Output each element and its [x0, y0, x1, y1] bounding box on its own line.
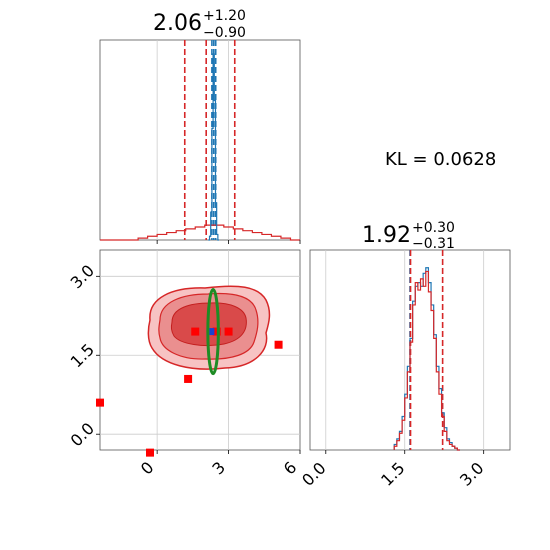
red-sample-point — [146, 448, 154, 457]
red-sample-point — [224, 327, 233, 336]
x-tick-label: 0 — [137, 458, 158, 479]
title-value: 2.06 — [153, 11, 202, 36]
title-plus: +0.30 — [412, 220, 455, 236]
red-sample-point — [212, 327, 221, 336]
hist-red — [393, 270, 460, 451]
hist-red — [100, 224, 300, 241]
kl-label: KL = 0.0628 — [385, 149, 496, 170]
title-value: 1.92 — [362, 223, 411, 248]
y-tick-label: 3.0 — [67, 261, 98, 292]
green-ellipse — [206, 287, 220, 376]
y-tick-label: 0.0 — [67, 419, 98, 450]
panel-marginal-y: 0.0 1.5 3.0 1.92 +0.30 −0.31 — [298, 220, 511, 490]
x-tick-label: 3.0 — [456, 458, 487, 489]
panel-joint: 0 3 6 0.0 1.5 3.0 — [67, 249, 301, 479]
y-tick-label: 1.5 — [67, 340, 98, 371]
blue-center-point — [209, 328, 215, 336]
title-minus: −0.90 — [203, 25, 246, 41]
panel-marginal-x: 2.06 +1.20 −0.90 — [99, 8, 301, 244]
x-tick-label: 3 — [208, 458, 229, 479]
red-sample-point — [274, 340, 283, 349]
hist-blue — [208, 53, 220, 241]
title-minus: −0.31 — [412, 236, 455, 252]
red-sample-point — [184, 374, 193, 383]
x-tick-label: 6 — [280, 458, 301, 479]
panel-frame — [99, 39, 301, 241]
red-sample-point — [96, 398, 104, 407]
red-sample-point — [191, 327, 200, 336]
x-tick-label: 0.0 — [298, 458, 329, 489]
title-plus: +1.20 — [203, 8, 246, 24]
hist-blue — [393, 267, 460, 451]
panel-frame — [99, 249, 301, 451]
x-tick-label: 1.5 — [377, 458, 408, 489]
